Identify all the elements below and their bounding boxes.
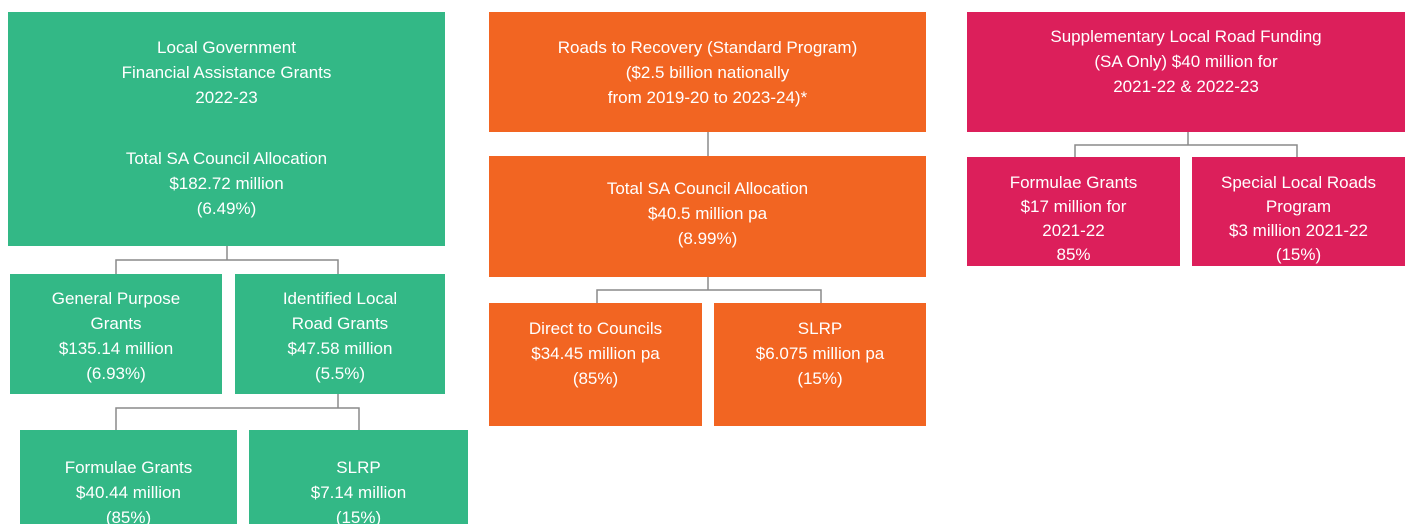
connector [115,259,339,274]
text-group: Supplementary Local Road Funding (SA Only… [967,24,1405,99]
connector [596,289,822,303]
text-group: Special Local Roads Program $3 million 202… [1192,171,1405,266]
node-text: (15%) [797,369,843,388]
text-group: Total SA Council Allocation $182.72 milli… [8,146,445,221]
node-box: Roads to Recovery (Standard Program) ($2.… [489,12,926,132]
node-text: General Purpose [51,289,181,308]
node-text: Special Local Roads [1221,173,1376,192]
node-box: SLRP $7.14 million (15%) [249,430,468,524]
node-text: $6.075 million pa [755,344,885,363]
node-box: Supplementary Local Road Funding (SA Only… [967,12,1405,132]
node-text: $182.72 million [169,174,284,193]
node-text: $3 million 2021-22 [1229,221,1368,240]
node-text: Supplementary Local Road Funding [1050,27,1322,46]
node-box: SLRP $6.075 million pa (15%) [714,303,926,426]
text-group: Formulae Grants $40.44 million (85%) [20,455,237,524]
node-text: (SA Only) $40 million for [1094,52,1278,71]
node-text: SLRP [336,458,381,477]
node-text: (5.5%) [314,364,366,383]
node-text: 2021-22 & 2022-23 [1113,77,1259,96]
node-text: SLRP [797,319,843,338]
node-text: $40.44 million [76,483,181,502]
node-text: Roads to Recovery (Standard Program) [557,38,858,57]
text-group: Direct to Councils $34.45 million pa (85%) [489,316,702,391]
node-text: (6.93%) [86,364,146,383]
node-text: Program [1265,197,1332,216]
node-box: Total SA Council Allocation $40.5 million… [489,156,926,277]
node-text: (8.99%) [677,229,738,248]
node-text: $135.14 million [58,339,174,358]
node-text: $34.45 million pa [531,344,660,363]
node-box: Formulae Grants $17 million for 2021-22 85% [967,157,1180,266]
text-group: SLRP $6.075 million pa (15%) [714,316,926,391]
node-text: Formulae Grants [1009,173,1138,192]
node-text: Local Government [157,38,296,57]
node-box: General Purpose Grants $135.14 million (6.9… [10,274,222,394]
node-text: from 2019-20 to 2023-24)* [607,88,808,107]
node-text: $47.58 million [287,339,393,358]
node-text: 2021-22 [1042,221,1105,240]
node-text: $17 million for [1020,197,1127,216]
text-group: Total SA Council Allocation $40.5 million… [489,176,926,251]
node-box: Local Government Financial Assistance Gra… [8,12,445,246]
node-text: ($2.5 billion nationally [625,63,790,82]
text-group: Identified Local Road Grants $47.58 millio… [235,286,445,386]
node-text: (6.49%) [196,199,257,218]
node-text: (15%) [1275,245,1322,264]
connector [115,407,360,430]
node-text: 85% [1056,245,1091,264]
node-text: $7.14 million [310,483,407,502]
text-group: SLRP $7.14 million (15%) [249,455,468,524]
node-text: Formulae Grants [64,458,193,477]
node-text: Direct to Councils [528,319,663,338]
node-text: Road Grants [291,314,389,333]
node-text: Total SA Council Allocation [606,179,809,198]
node-text: (85%) [105,508,152,524]
node-text: Identified Local [282,289,398,308]
node-text: Financial Assistance Grants [121,63,332,82]
node-box: Identified Local Road Grants $47.58 millio… [235,274,445,394]
text-group: Local Government Financial Assistance Gra… [8,35,445,110]
connector [1074,144,1298,157]
node-text: (85%) [572,369,619,388]
node-box: Special Local Roads Program $3 million 202… [1192,157,1405,266]
node-box: Formulae Grants $40.44 million (85%) [20,430,237,524]
text-group: Formulae Grants $17 million for 2021-22 85% [967,171,1180,266]
node-text: Total SA Council Allocation [125,149,328,168]
text-group: General Purpose Grants $135.14 million (6.9… [10,286,222,386]
node-text: Grants [90,314,142,333]
text-group: Roads to Recovery (Standard Program) ($2.… [489,35,926,110]
node-text: (15%) [335,508,382,524]
node-text: $40.5 million pa [647,204,768,223]
node-text: 2022-23 [195,88,258,107]
node-box: Direct to Councils $34.45 million pa (85%) [489,303,702,426]
